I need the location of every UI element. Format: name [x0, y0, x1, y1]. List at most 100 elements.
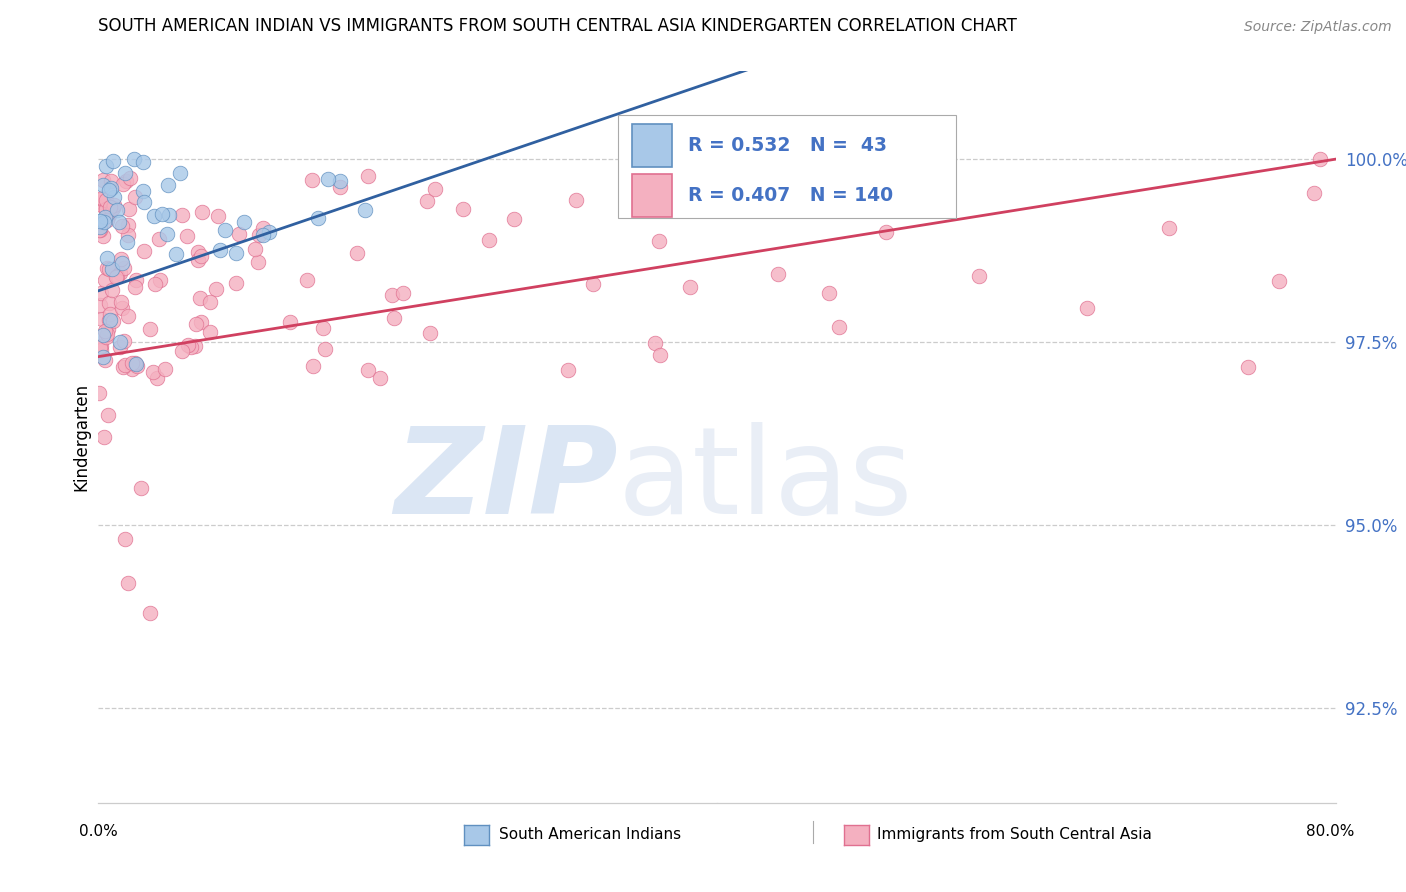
- Point: [94, 159, 117, 173]
- Point: [170, 344, 193, 359]
- Point: [132, 194, 155, 209]
- Point: [93, 215, 115, 229]
- Point: [357, 363, 380, 377]
- Point: [419, 326, 441, 341]
- Point: [142, 365, 165, 379]
- Point: [118, 202, 141, 216]
- Point: [89, 222, 111, 236]
- Point: [1236, 359, 1258, 374]
- Point: [828, 320, 851, 334]
- Point: [316, 171, 339, 186]
- Point: [103, 201, 125, 215]
- Point: [112, 334, 135, 348]
- Point: [155, 362, 177, 376]
- Point: [391, 286, 413, 301]
- Point: [98, 262, 121, 277]
- Point: [121, 356, 143, 370]
- Point: [176, 338, 198, 352]
- Point: [91, 350, 114, 364]
- Point: [190, 249, 212, 263]
- Point: [101, 261, 124, 276]
- Point: [114, 533, 136, 547]
- Point: [644, 336, 666, 351]
- Point: [766, 268, 789, 282]
- Text: R = 0.532   N =  43: R = 0.532 N = 43: [689, 136, 887, 155]
- Point: [132, 244, 155, 259]
- Point: [205, 282, 228, 296]
- Point: [648, 234, 671, 248]
- Point: [1302, 186, 1324, 201]
- Point: [111, 219, 134, 234]
- Point: [93, 430, 115, 444]
- Point: [145, 371, 167, 385]
- Point: [94, 273, 117, 287]
- Point: [90, 343, 112, 357]
- Point: [97, 312, 120, 326]
- Point: [329, 174, 352, 188]
- Point: [89, 219, 111, 234]
- Point: [1076, 301, 1098, 315]
- Point: [111, 301, 134, 316]
- Point: [90, 194, 112, 209]
- Point: [121, 362, 143, 376]
- Point: [110, 295, 132, 310]
- Point: [125, 359, 148, 373]
- Point: [90, 285, 112, 300]
- Point: [98, 313, 121, 327]
- Point: [118, 171, 141, 186]
- Point: [110, 266, 132, 280]
- Point: [225, 276, 247, 290]
- Point: [96, 193, 118, 207]
- Point: [314, 342, 336, 356]
- Point: [188, 292, 211, 306]
- Point: [252, 227, 274, 242]
- Point: [207, 209, 229, 223]
- Text: atlas: atlas: [619, 423, 914, 540]
- Point: [110, 334, 132, 349]
- Point: [301, 172, 323, 186]
- Point: [101, 153, 124, 168]
- Point: [582, 277, 605, 292]
- Point: [94, 210, 117, 224]
- Point: [150, 207, 173, 221]
- Point: [368, 370, 391, 384]
- Point: [98, 200, 121, 214]
- Point: [124, 153, 146, 167]
- Point: [98, 183, 121, 197]
- Point: [110, 252, 132, 266]
- Point: [90, 191, 112, 205]
- Point: [198, 325, 221, 339]
- Point: [875, 225, 897, 239]
- Point: [214, 223, 236, 237]
- Point: [741, 196, 763, 211]
- Point: [111, 178, 134, 192]
- Point: [1268, 274, 1291, 288]
- Point: [111, 360, 134, 375]
- Point: [117, 228, 139, 243]
- Point: [89, 340, 111, 354]
- Point: [105, 268, 128, 283]
- Point: [117, 576, 139, 591]
- Point: [257, 225, 280, 239]
- Point: [354, 202, 377, 217]
- Text: 80.0%: 80.0%: [1306, 824, 1354, 838]
- Point: [115, 174, 138, 188]
- Point: [143, 277, 166, 291]
- Point: [114, 166, 136, 180]
- Point: [503, 211, 526, 226]
- Point: [112, 261, 135, 276]
- Point: [143, 210, 166, 224]
- Point: [124, 190, 146, 204]
- Point: [100, 201, 122, 215]
- Point: [115, 235, 138, 250]
- Point: [91, 327, 114, 342]
- Point: [139, 322, 162, 336]
- Point: [94, 352, 117, 367]
- Point: [90, 339, 112, 353]
- Point: [155, 227, 177, 241]
- Point: [97, 408, 120, 422]
- Point: [252, 220, 274, 235]
- Point: [98, 307, 121, 321]
- Point: [382, 311, 405, 326]
- Point: [1309, 152, 1331, 166]
